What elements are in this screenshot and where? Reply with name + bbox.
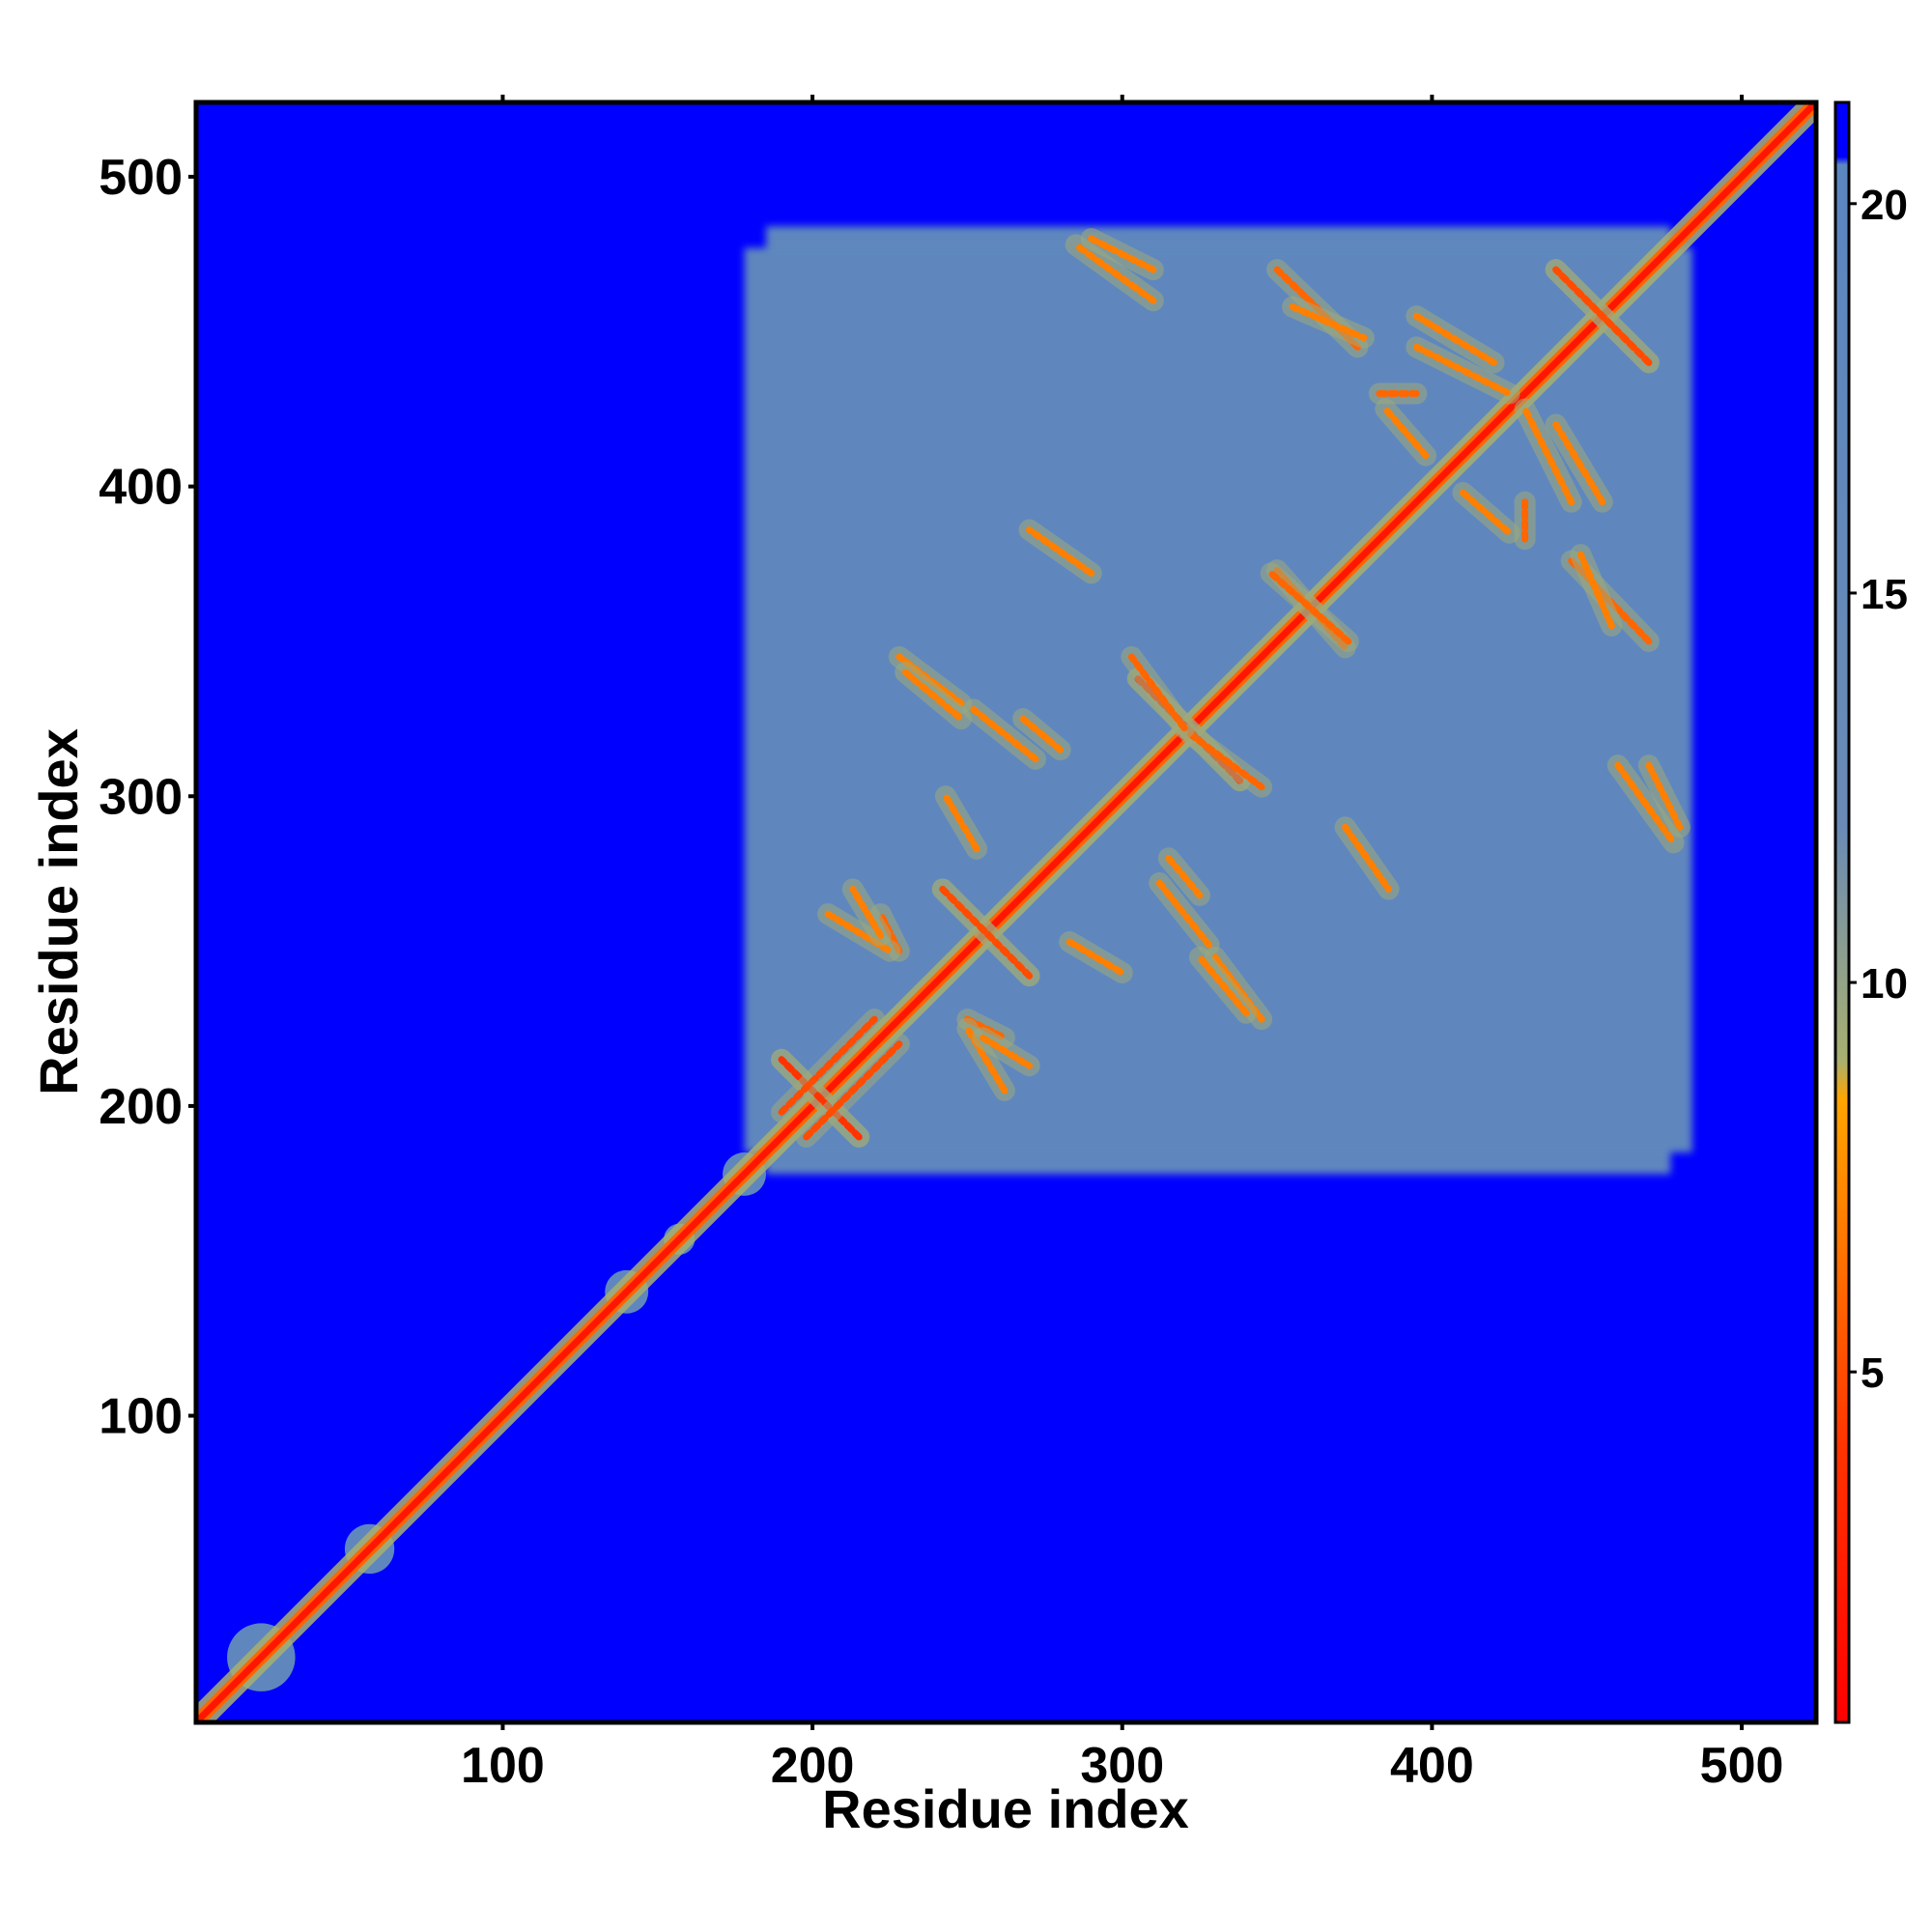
contact-segment — [1459, 489, 1514, 537]
contact-segment-mirror — [1577, 551, 1615, 630]
diagonal-core — [196, 102, 1816, 1722]
x-tick-label: 300 — [1080, 1738, 1164, 1794]
contact-segment — [803, 1040, 903, 1141]
contact-segment-mirror — [1267, 569, 1352, 645]
y-tick-label: 100 — [99, 1389, 183, 1445]
contact-segment — [1614, 761, 1678, 846]
contact-segment — [1186, 730, 1265, 791]
contact-segment — [1412, 343, 1514, 397]
colorbar-tick-label: 5 — [1861, 1350, 1884, 1397]
contact-segment — [1412, 312, 1498, 366]
colorbar-tick-label: 15 — [1861, 571, 1908, 618]
contact-segment-mirror — [778, 1056, 863, 1141]
contact-segment-mirror — [970, 705, 1039, 763]
x-axis: 100 200 300 400 500 — [461, 95, 1783, 1794]
contact-segment — [1065, 938, 1126, 977]
x-tick-label: 100 — [461, 1738, 545, 1794]
y-axis: 100 200 300 400 500 — [99, 150, 196, 1445]
contact-segment-mirror — [1026, 526, 1095, 577]
contact-segment-mirror — [1127, 653, 1188, 732]
colorbar-frame — [1833, 100, 1851, 1724]
y-axis-title: Residue index — [28, 728, 89, 1095]
x-tick-label: 200 — [771, 1738, 855, 1794]
x-tick-label: 500 — [1700, 1738, 1784, 1794]
y-tick-label: 400 — [99, 460, 183, 516]
y-tick-label: 200 — [99, 1079, 183, 1135]
contact-segment — [1019, 715, 1065, 753]
plot-frame — [193, 99, 1819, 1725]
contact-segment — [979, 1034, 1034, 1069]
contact-segment-mirror — [939, 885, 1034, 980]
contact-segment-mirror — [849, 885, 885, 940]
contact-segment-mirror — [1072, 241, 1157, 304]
x-tick-label: 400 — [1390, 1738, 1474, 1794]
colorbar-fill — [1835, 102, 1849, 1722]
contact-segment-mirror — [942, 792, 980, 853]
contact-segment-mirror — [1521, 405, 1576, 506]
contact-segment-mirror — [1645, 761, 1684, 831]
contact-segment-mirror — [1381, 405, 1430, 460]
contact-segment-mirror — [1552, 266, 1653, 366]
contact-segment-mirror — [1196, 953, 1250, 1017]
heatmap-layer — [196, 102, 1816, 1722]
contact-segment — [1088, 235, 1157, 273]
colorbar-tick-label: 20 — [1861, 182, 1908, 229]
contact-segment-mirror — [778, 1015, 878, 1116]
y-tick-label: 300 — [99, 769, 183, 825]
contact-segment — [1289, 303, 1368, 342]
contact-segment-mirror — [1165, 854, 1204, 899]
x-axis-title: Residue index — [822, 1778, 1189, 1839]
contact-segment — [901, 668, 965, 723]
contact-segment — [1155, 879, 1213, 949]
contact-segment-mirror — [1552, 420, 1606, 506]
contact-segment — [1342, 823, 1393, 893]
y-tick-label: 500 — [99, 150, 183, 206]
colorbar: 5 10 15 20 — [1833, 100, 1908, 1724]
colorbar-tick-label: 10 — [1861, 960, 1908, 1008]
